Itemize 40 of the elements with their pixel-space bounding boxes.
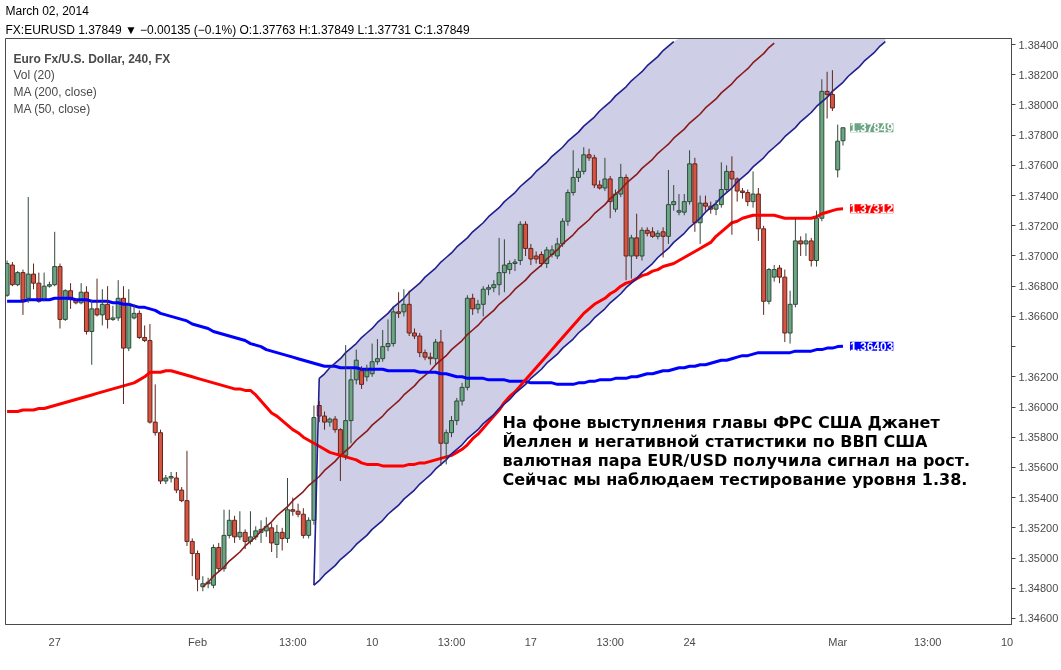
y-tick-label: 1.34600 [1018, 612, 1059, 625]
x-tick-label: 10 [366, 635, 379, 648]
x-tick-label: Mar [828, 635, 848, 648]
y-tick-label: 1.36800 [1018, 280, 1059, 293]
y-tick-label: 1.35800 [1018, 431, 1059, 444]
x-tick-label: 24 [683, 635, 696, 648]
data-label: 1.36403 [850, 339, 894, 354]
x-tick-label: 13:00 [437, 635, 466, 648]
data-label: 1.37312 [850, 202, 894, 217]
y-tick-label: 1.37400 [1018, 189, 1059, 202]
y-tick-label: 1.35200 [1018, 521, 1059, 534]
y-tick-label: 1.36000 [1018, 401, 1059, 414]
chart-title: March 02, 2014 [5, 4, 90, 18]
y-tick-label: 1.35000 [1018, 552, 1059, 565]
annotation: Vol (20) [13, 68, 55, 83]
annotation: MA (50, close) [13, 101, 91, 116]
y-tick-label: 1.35600 [1018, 461, 1059, 474]
y-tick-label: 1.37200 [1018, 219, 1059, 232]
x-tick-label: 10 [1000, 635, 1014, 648]
y-tick-label: 1.36200 [1018, 370, 1059, 383]
y-tick-label: 1.37000 [1018, 249, 1059, 262]
y-tick-label: 1.37600 [1018, 159, 1059, 172]
x-tick-label: 27 [48, 635, 61, 648]
y-tick-label: 1.38200 [1018, 68, 1059, 81]
text: 1.37849 [850, 121, 894, 136]
annotation: MA (200, close) [13, 84, 97, 99]
y-tick-label: 1.35400 [1018, 491, 1059, 504]
y-tick-label: 1.38400 [1018, 38, 1059, 51]
y-tick-label: 1.37800 [1018, 129, 1059, 142]
x-tick-label: Feb [188, 635, 208, 648]
x-tick-label: 17 [524, 635, 537, 648]
x-tick-label: 13:00 [596, 635, 624, 648]
y-tick-label: 1.34800 [1018, 582, 1059, 595]
annotation: На фоне выступления главы ФРС США Джанет Йеллен и негативной статистики по ВВП США валютная пара EUR/USD получила сигнал на рост. Сейчас мы наблюдаем тестирование уровня 1.38. [502, 412, 971, 489]
chart-subtitle: FX:EURUSD 1.37849 ▼ −0.00135 (−0.1%) O:1.37763 H:1.37849 L:1.37731 C:1.37849 [5, 23, 471, 37]
y-tick-label: 1.36600 [1018, 310, 1059, 323]
y-tick-label: 1.38000 [1018, 98, 1059, 111]
x-tick-label: 13:00 [279, 635, 307, 648]
annotation: Euro Fx/U.S. Dollar, 240, FX [13, 51, 171, 66]
x-tick-label: 13:00 [913, 635, 942, 648]
